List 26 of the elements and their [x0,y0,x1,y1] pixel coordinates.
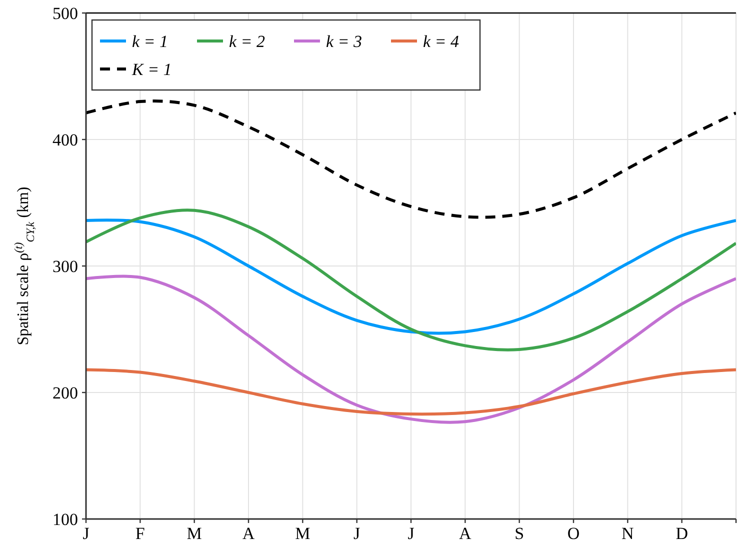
y-tick-label: 300 [52,256,78,276]
line-series [86,368,736,416]
legend-label: k = 2 [229,32,266,51]
line-series [86,208,736,352]
x-tick-label: D [676,524,688,543]
y-tick-label: 100 [52,510,78,529]
y-tick-label: 500 [52,4,78,23]
legend-label: k = 4 [423,32,460,51]
x-tick-label: A [242,524,256,543]
x-tick-label: S [514,524,524,543]
legend-label: k = 3 [326,32,362,51]
x-tick-label: J [408,524,415,543]
x-tick-label: A [459,524,472,543]
x-tick-label: M [186,524,202,543]
y-tick-label: 200 [52,383,78,402]
line-series [86,100,736,219]
x-tick-label: O [567,524,580,543]
x-tick-label: F [135,524,145,543]
x-tick-label: M [295,524,310,543]
x-tick-label: J [82,524,90,543]
line-series [86,274,736,424]
legend-label: k = 1 [132,32,168,51]
x-tick-label: N [622,524,634,543]
y-tick-label: 400 [52,130,78,150]
legend-label: K = 1 [131,60,172,79]
x-tick-label: J [354,524,361,543]
